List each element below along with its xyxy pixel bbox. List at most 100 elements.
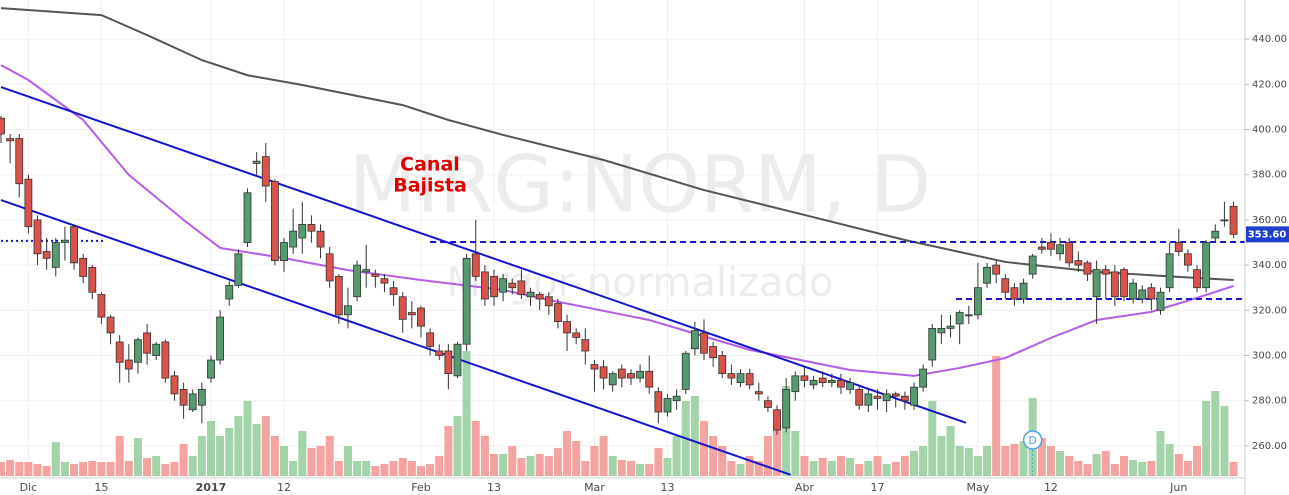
volume-bar <box>280 446 289 476</box>
volume-bar <box>1138 462 1147 476</box>
candle-body <box>864 393 873 406</box>
volume-bar <box>1019 441 1028 476</box>
candle-body <box>398 296 407 320</box>
volume-bar <box>672 436 681 476</box>
volume-bar <box>206 421 215 476</box>
volume-bar <box>1046 446 1055 476</box>
volume-bar <box>700 421 709 476</box>
volume-bar <box>380 464 389 476</box>
y-tick-label: 320.00 <box>1252 305 1287 316</box>
candle-body <box>261 156 270 187</box>
volume-bar <box>964 448 973 476</box>
volume-bar <box>133 438 142 476</box>
volume-bar <box>882 464 891 476</box>
candle-body <box>754 391 763 395</box>
volume-bar <box>709 436 718 476</box>
volume-bar <box>1165 444 1174 476</box>
volume-bar <box>334 461 343 476</box>
candle-body <box>1156 291 1165 311</box>
candle-body <box>216 316 225 361</box>
candle-body <box>234 253 243 286</box>
volume-bar <box>197 436 206 476</box>
volume-bar <box>891 462 900 476</box>
candle-body <box>334 276 343 316</box>
volume-bar <box>1074 461 1083 476</box>
candle-body <box>1229 205 1238 235</box>
candle-body <box>910 386 918 406</box>
candle-body <box>654 391 663 413</box>
volume-bar <box>325 436 334 476</box>
volume-bar <box>809 461 818 476</box>
volume-bar <box>42 466 51 476</box>
volume-bar <box>179 444 188 476</box>
candle-body <box>24 178 33 228</box>
volume-bar <box>6 460 15 476</box>
x-tick-label: Abr <box>795 481 815 494</box>
volume-bar <box>1092 454 1101 476</box>
event-marker <box>1022 430 1043 450</box>
volume-bar <box>992 356 1001 476</box>
x-tick-label: Jun <box>1169 481 1187 494</box>
candle-body <box>773 409 781 431</box>
candle-body <box>1074 260 1083 266</box>
candle-body <box>572 332 581 338</box>
volume-bar <box>152 456 161 476</box>
volume-bar <box>1056 451 1065 476</box>
candle-body <box>891 393 900 397</box>
candle-body <box>517 280 526 295</box>
volume-bar <box>773 426 782 476</box>
candle-body <box>1028 255 1037 275</box>
candle-body <box>51 242 60 268</box>
candle-body <box>252 160 261 164</box>
volume-bar <box>1119 456 1128 476</box>
candle-body <box>161 341 170 379</box>
candle-body <box>289 230 298 248</box>
candle-body <box>535 294 544 300</box>
volume-bar <box>243 401 252 476</box>
candle-body <box>435 350 444 356</box>
candle-body <box>490 276 498 298</box>
volume-bar <box>33 464 42 476</box>
candle-body <box>243 192 252 243</box>
candle-body <box>106 316 115 334</box>
volume-bar <box>70 464 79 476</box>
volume-bar <box>471 421 480 476</box>
candle-body <box>362 269 371 273</box>
volume-bar <box>800 456 809 476</box>
candle-body <box>207 359 215 379</box>
volume-bar <box>307 448 316 476</box>
candle-body <box>590 364 599 370</box>
x-tick-label: 13 <box>660 481 674 494</box>
volume-bar <box>1220 406 1229 476</box>
volume-bar <box>490 454 499 476</box>
volume-bar <box>1129 460 1138 476</box>
volume-bar <box>234 416 243 476</box>
candle-body <box>526 291 535 298</box>
volume-bar <box>480 436 489 476</box>
volume-bar <box>1183 461 1192 476</box>
y-tick-label: 340.00 <box>1252 260 1287 271</box>
volume-bar <box>846 458 855 476</box>
volume-bar <box>636 464 645 476</box>
candle-body <box>42 251 51 259</box>
candle-body <box>1037 246 1046 250</box>
candle-body <box>700 332 708 354</box>
volume-bar <box>517 458 526 476</box>
volume-bar <box>398 458 407 476</box>
volume-bar <box>289 461 298 476</box>
volume-bar <box>855 464 864 476</box>
candle-body <box>554 303 562 323</box>
volume-bar <box>754 461 763 476</box>
volume-bar <box>973 456 982 476</box>
x-tick-label: 17 <box>870 481 884 494</box>
candle-body <box>645 370 654 388</box>
x-tick-label: 12 <box>277 481 291 494</box>
volume-bar <box>106 462 115 476</box>
candle-body <box>1083 262 1092 275</box>
candle-body <box>1010 287 1019 300</box>
volume-bar <box>389 461 398 476</box>
candle-body <box>709 346 718 359</box>
candle-body <box>1202 242 1211 289</box>
volume-bar <box>1010 444 1019 476</box>
